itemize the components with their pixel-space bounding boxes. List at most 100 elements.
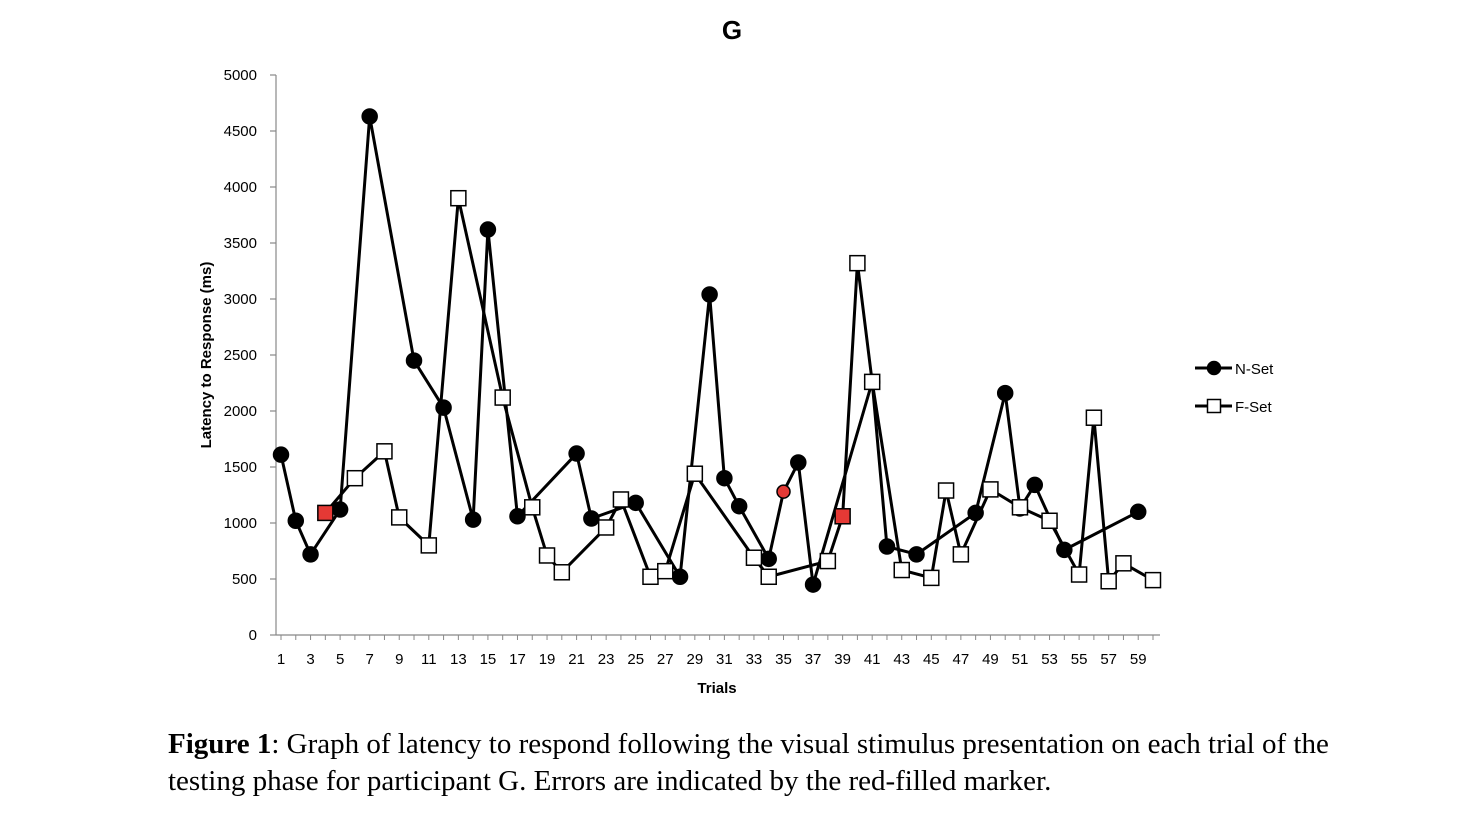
data-point-f-set <box>346 469 364 487</box>
data-point-f-set <box>376 443 393 460</box>
data-point-n-set <box>583 510 600 527</box>
data-point-n-set <box>568 445 585 462</box>
data-point-f-set <box>1085 409 1103 426</box>
legend-label-n-set: N-Set <box>1235 361 1274 378</box>
data-point-n-set <box>1026 476 1044 494</box>
x-tick-label: 11 <box>421 651 437 668</box>
data-point-f-set <box>597 519 615 536</box>
x-tick-label: 13 <box>450 651 467 668</box>
data-point-f-set <box>686 465 704 482</box>
data-point-n-set <box>1129 503 1147 521</box>
y-tick-label: 3000 <box>224 291 257 308</box>
x-tick-label: 19 <box>539 651 556 668</box>
x-tick-label: 39 <box>834 651 851 668</box>
caption-text: : Graph of latency to respond following … <box>168 728 1329 797</box>
figure-caption: Figure 1: Graph of latency to respond fo… <box>168 726 1368 800</box>
data-point-f-set <box>923 569 940 587</box>
x-tick-label: 35 <box>775 651 792 668</box>
x-tick-label: 23 <box>598 651 615 668</box>
data-point-f-set <box>863 373 881 391</box>
data-point-f-set <box>1011 499 1029 516</box>
data-point-f-set <box>390 509 408 526</box>
data-point-f-set <box>553 564 571 581</box>
series-line-f-set <box>324 196 1154 583</box>
legend-label-f-set: F-Set <box>1235 399 1273 416</box>
x-tick-label: 33 <box>746 651 763 668</box>
x-tick-label: 45 <box>923 651 940 668</box>
data-point-f-set <box>1070 566 1088 583</box>
x-axis-title: Trials <box>697 680 736 697</box>
x-tick-label: 29 <box>686 651 703 668</box>
data-point-f-set <box>952 546 970 563</box>
error-point-f-set <box>834 508 851 525</box>
x-tick-label: 57 <box>1100 651 1117 668</box>
data-point-n-set <box>405 352 423 369</box>
data-point-f-set <box>524 499 541 516</box>
data-point-f-set <box>819 552 837 570</box>
x-tick-label: 53 <box>1041 651 1058 668</box>
x-tick-label: 7 <box>366 651 374 668</box>
data-point-n-set <box>878 538 896 555</box>
data-point-n-set <box>716 469 733 487</box>
error-point-n-set <box>776 484 791 499</box>
x-tick-label: 41 <box>864 651 881 668</box>
data-point-n-set <box>804 576 822 593</box>
y-tick-label: 5000 <box>224 67 257 84</box>
data-point-n-set <box>967 504 984 522</box>
data-point-n-set <box>479 221 497 238</box>
caption-label: Figure 1 <box>168 728 272 760</box>
data-point-n-set <box>272 446 290 463</box>
x-tick-label: 9 <box>395 651 403 668</box>
data-point-f-set <box>1115 555 1132 572</box>
y-tick-label: 2500 <box>224 347 257 364</box>
data-point-f-set <box>745 549 763 566</box>
x-tick-label: 55 <box>1071 651 1088 668</box>
data-point-n-set <box>302 546 319 563</box>
data-point-f-set <box>760 568 777 586</box>
y-axis-title: Latency to Response (ms) <box>198 262 215 449</box>
x-tick-label: 51 <box>1012 651 1029 668</box>
data-point-f-set <box>1100 572 1117 590</box>
x-tick-label: 21 <box>568 651 585 668</box>
data-point-n-set <box>790 454 807 471</box>
data-point-f-set <box>1041 512 1058 530</box>
x-tick-label: 17 <box>509 651 526 668</box>
data-point-f-set <box>538 547 556 564</box>
data-point-f-set <box>893 561 910 579</box>
y-tick-label: 4000 <box>224 179 257 196</box>
y-tick-label: 3500 <box>224 235 257 252</box>
data-point-n-set <box>464 511 482 528</box>
data-point-n-set <box>435 399 452 416</box>
chart-title: G <box>722 15 742 45</box>
x-tick-label: 5 <box>336 651 344 668</box>
data-point-n-set <box>331 501 349 518</box>
y-tick-label: 1500 <box>224 459 257 476</box>
data-point-n-set <box>730 497 748 515</box>
error-point-f-set <box>317 504 334 522</box>
y-tick-label: 0 <box>249 627 257 644</box>
data-point-f-set <box>982 481 999 498</box>
data-point-f-set <box>849 254 866 272</box>
x-tick-label: 31 <box>716 651 733 668</box>
data-point-n-set <box>1056 541 1073 559</box>
x-tick-label: 59 <box>1130 651 1147 668</box>
series-line-n-set <box>279 114 1139 587</box>
data-point-n-set <box>287 512 305 530</box>
data-point-f-set <box>1144 571 1162 589</box>
x-tick-label: 27 <box>657 651 674 668</box>
y-tick-label: 2000 <box>224 403 257 420</box>
x-tick-label: 49 <box>982 651 999 668</box>
data-point-n-set <box>509 508 526 525</box>
x-tick-label: 37 <box>805 651 822 668</box>
y-tick-label: 500 <box>232 571 257 588</box>
legend-marker-n-set <box>1206 360 1222 376</box>
data-point-n-set <box>627 494 644 512</box>
data-point-f-set <box>642 568 659 586</box>
data-point-n-set <box>908 546 925 563</box>
legend-marker-f-set <box>1206 398 1222 414</box>
data-point-f-set <box>494 389 511 406</box>
data-point-n-set <box>361 108 378 125</box>
x-tick-label: 15 <box>480 651 497 668</box>
data-point-n-set <box>671 568 689 586</box>
data-point-f-set <box>657 562 674 580</box>
